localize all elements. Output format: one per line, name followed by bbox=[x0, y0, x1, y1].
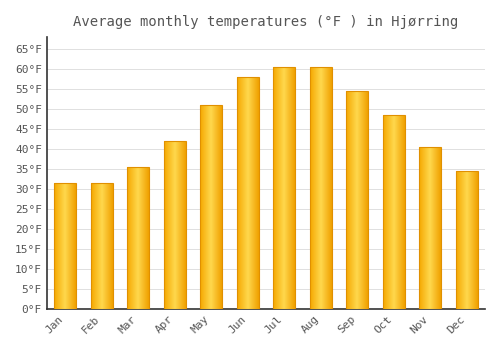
Bar bbox=[236, 77, 258, 309]
Bar bbox=[310, 67, 332, 309]
Bar bbox=[164, 141, 186, 309]
Bar bbox=[90, 183, 112, 309]
Title: Average monthly temperatures (°F ) in Hjørring: Average monthly temperatures (°F ) in Hj… bbox=[74, 15, 458, 29]
Bar bbox=[456, 171, 477, 309]
Bar bbox=[273, 67, 295, 309]
Bar bbox=[200, 105, 222, 309]
Bar bbox=[127, 167, 149, 309]
Bar bbox=[54, 183, 76, 309]
Bar bbox=[420, 147, 441, 309]
Bar bbox=[383, 115, 404, 309]
Bar bbox=[346, 91, 368, 309]
